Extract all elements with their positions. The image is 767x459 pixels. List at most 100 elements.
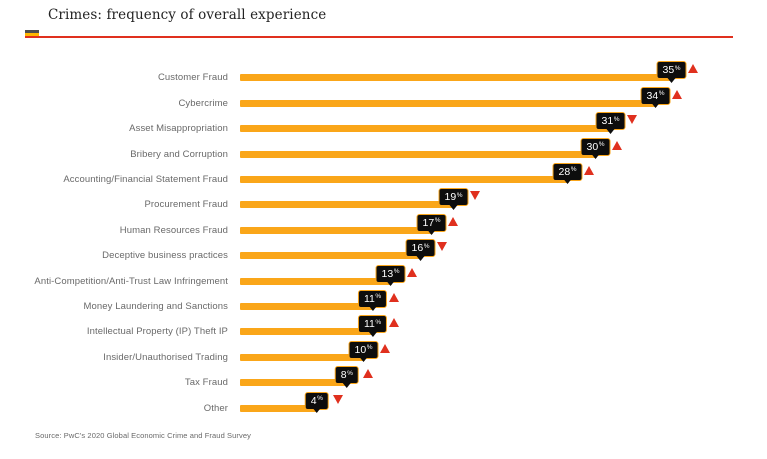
bar <box>240 353 365 361</box>
value-badge: 10% <box>348 340 379 363</box>
category-label: Procurement Fraud <box>144 199 228 211</box>
badge-tail <box>563 179 572 185</box>
bar <box>240 176 569 184</box>
badge-tail <box>342 382 351 388</box>
bar <box>240 277 392 285</box>
badge-tail <box>449 204 458 210</box>
percent-sign: % <box>317 395 323 402</box>
category-label: Insider/Unauthorised Trading <box>103 351 228 363</box>
value-label: 17 <box>422 216 435 229</box>
percent-sign: % <box>375 318 382 326</box>
trend-up-icon <box>389 318 399 328</box>
chart-row: Money Laundering and Sanctions 11% <box>0 289 767 319</box>
percent-sign: % <box>423 242 430 250</box>
badge-tail <box>359 357 368 363</box>
value-label: 30 <box>586 140 599 153</box>
chart-row: Human Resources Fraud 17% <box>0 213 767 243</box>
badge-tail <box>667 77 676 83</box>
value-label: 10 <box>354 343 367 356</box>
trend-up-icon <box>380 343 390 353</box>
category-label: Tax Fraud <box>184 377 228 389</box>
bar <box>240 328 374 336</box>
badge-tail <box>368 306 377 312</box>
value-badge: 34% <box>640 86 671 109</box>
category-label: Cybercrime <box>178 97 228 109</box>
chart-row: Anti-Competition/Anti-Trust Law Infringe… <box>0 264 767 294</box>
value-badge: 30% <box>580 137 611 159</box>
percent-sign: % <box>613 115 620 123</box>
percent-sign: % <box>434 217 441 225</box>
trend-up-icon <box>363 369 373 379</box>
bar <box>240 150 597 158</box>
trend-up-icon <box>584 165 594 175</box>
category-label: Other <box>203 402 228 414</box>
trend-down-icon <box>437 242 447 252</box>
chart-row: Intellectual Property (IP) Theft IP 11% <box>0 315 767 344</box>
value-label: 4 <box>310 394 317 407</box>
category-label: Anti-Competition/Anti-Trust Law Infringe… <box>34 275 228 287</box>
category-label: Human Resources Fraud <box>119 224 228 236</box>
trend-down-icon <box>470 191 480 201</box>
trend-up-icon <box>688 64 698 74</box>
category-label: Bribery and Corruption <box>130 148 228 160</box>
badge-tail <box>312 408 321 413</box>
value-label: 19 <box>444 191 457 204</box>
category-label: Asset Misappropriation <box>129 123 228 135</box>
accent-mark-yellow <box>25 33 39 36</box>
chart-row: Asset Misappropriation 31% <box>0 112 767 141</box>
chart-row: Deceptive business practices 16% <box>0 239 767 268</box>
bar <box>240 303 374 311</box>
header-rule <box>25 36 733 38</box>
percent-sign: % <box>570 166 577 174</box>
trend-down-icon <box>333 394 343 404</box>
percent-sign: % <box>375 293 382 301</box>
chart-row: Customer Fraud 35% <box>0 61 767 90</box>
percent-sign: % <box>658 90 665 98</box>
value-badge: 11% <box>357 289 388 312</box>
badge-tail <box>591 154 600 159</box>
chart-row: Bribery and Corruption 30% <box>0 137 767 167</box>
bar <box>240 404 318 412</box>
bar <box>240 379 348 387</box>
chart-row: Accounting/Financial Statement Fraud 28% <box>0 162 767 192</box>
chart-row: Insider/Unauthorised Trading 10% <box>0 340 767 370</box>
badge-tail <box>651 103 660 109</box>
bar <box>240 226 433 234</box>
badge-tail <box>416 255 425 261</box>
value-badge: 4% <box>304 391 329 413</box>
category-label: Accounting/Financial Statement Fraud <box>63 174 228 186</box>
category-label: Customer Fraud <box>157 72 228 84</box>
bar <box>240 252 422 260</box>
bar <box>240 99 657 107</box>
bar <box>240 74 673 82</box>
value-label: 35 <box>662 64 675 77</box>
trend-up-icon <box>389 292 399 302</box>
trend-up-icon <box>448 216 458 226</box>
trend-up-icon <box>612 140 622 150</box>
value-label: 11 <box>363 318 375 331</box>
chart-row: Tax Fraud 8% <box>0 366 767 395</box>
category-label: Intellectual Property (IP) Theft IP <box>86 326 228 338</box>
accent-mark-gray <box>25 30 39 33</box>
value-badge: 31% <box>595 112 626 134</box>
percent-sign: % <box>456 191 463 199</box>
value-label: 16 <box>411 242 424 255</box>
bar <box>240 125 612 133</box>
badge-tail <box>368 331 377 337</box>
category-label: Money Laundering and Sanctions <box>83 301 228 313</box>
value-label: 11 <box>363 292 375 305</box>
trend-up-icon <box>672 89 682 99</box>
chart-row: Procurement Fraud 19% <box>0 188 767 217</box>
source-note: Source: PwC's 2020 Global Economic Crime… <box>35 431 251 440</box>
value-badge: 11% <box>357 315 388 337</box>
badge-tail <box>427 230 436 236</box>
percent-sign: % <box>366 344 373 352</box>
chart-row: Cybercrime 34% <box>0 86 767 116</box>
value-badge: 8% <box>334 366 359 388</box>
value-badge: 17% <box>416 213 447 236</box>
value-label: 34 <box>646 89 659 102</box>
chart-title: Crimes: frequency of overall experience <box>48 7 327 23</box>
value-label: 28 <box>558 165 571 178</box>
value-label: 8 <box>340 369 347 382</box>
